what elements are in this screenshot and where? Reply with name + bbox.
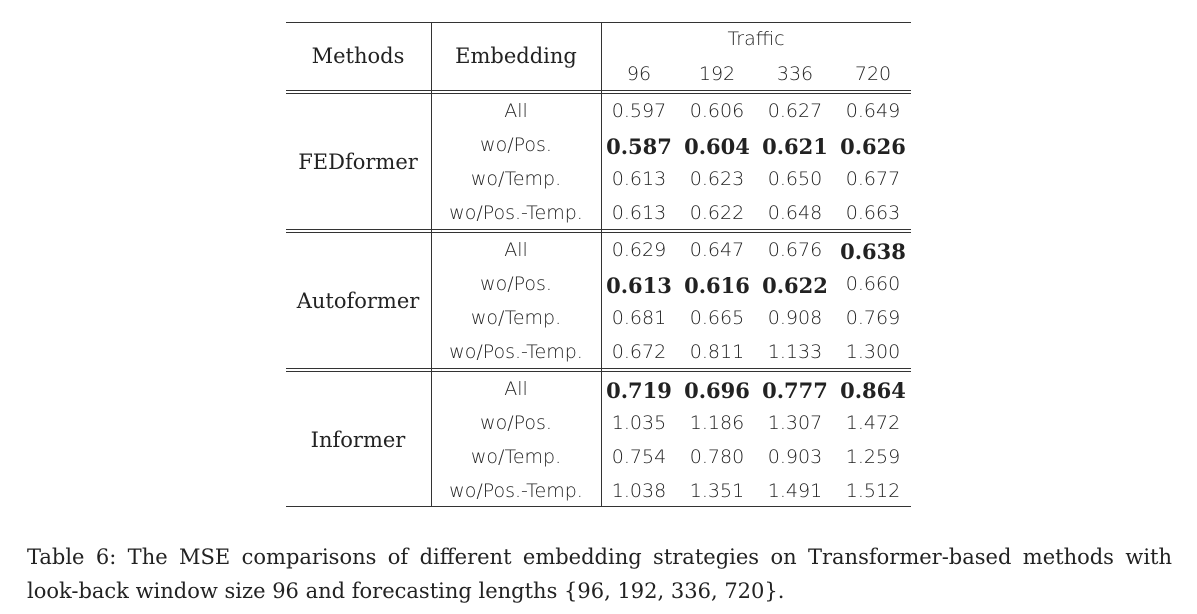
mse-value: 0.597	[611, 100, 667, 122]
mse-value: 0.622	[762, 273, 828, 298]
embedding-label: wo/Pos.-Temp.	[449, 480, 583, 502]
mse-value: 0.908	[767, 307, 823, 329]
mse-value: 0.660	[845, 273, 901, 295]
mse-value: 0.696	[684, 378, 750, 403]
mse-value: 0.623	[689, 168, 745, 190]
mse-value: 0.672	[611, 341, 667, 363]
mse-value: 1.472	[845, 412, 901, 434]
embedding-label: All	[504, 378, 528, 400]
mse-value: 0.649	[845, 100, 901, 122]
embedding-label: wo/Pos.	[480, 412, 552, 434]
mse-value: 0.604	[684, 134, 750, 159]
mse-value: 0.587	[606, 134, 672, 159]
mse-value: 0.613	[611, 202, 667, 224]
embedding-label: wo/Temp.	[470, 168, 562, 190]
mse-value: 0.650	[767, 168, 823, 190]
header-dataset: Traffic	[727, 28, 785, 50]
method-label: Informer	[310, 428, 406, 452]
embedding-label: wo/Pos.-Temp.	[449, 341, 583, 363]
mse-value: 0.622	[689, 202, 745, 224]
mse-value: 0.616	[684, 273, 750, 298]
mse-value: 0.864	[840, 378, 906, 403]
mse-value: 0.780	[689, 446, 745, 468]
method-label: FEDformer	[298, 150, 418, 174]
bottom-rule	[286, 506, 911, 507]
mse-value: 1.186	[689, 412, 745, 434]
mse-value: 1.351	[689, 480, 745, 502]
header-methods: Methods	[311, 44, 405, 68]
header-horizon: 96	[626, 63, 652, 85]
mse-value: 1.259	[845, 446, 901, 468]
mse-value: 0.754	[611, 446, 667, 468]
mse-value: 0.627	[767, 100, 823, 122]
embedding-label: wo/Pos.-Temp.	[449, 202, 583, 224]
group-separator-rule	[286, 368, 911, 369]
embedding-label: wo/Temp.	[470, 446, 562, 468]
header-horizon: 720	[854, 63, 892, 85]
embedding-label: All	[504, 239, 528, 261]
method-label: Autoformer	[296, 289, 420, 313]
mse-value: 0.903	[767, 446, 823, 468]
results-table: Methods Embedding Traffic 96 192 336 720 FEDfor…	[286, 22, 911, 507]
mse-value: 1.491	[767, 480, 823, 502]
table-caption: Table 6: The MSE comparisons of differen…	[27, 545, 1172, 603]
mse-value: 0.676	[767, 239, 823, 261]
group-separator-rule	[286, 371, 911, 372]
header-embedding: Embedding	[455, 44, 577, 68]
mse-value: 0.626	[840, 134, 906, 159]
mse-value: 0.719	[606, 378, 672, 403]
mse-value: 1.512	[845, 480, 901, 502]
mse-value: 0.777	[762, 378, 828, 403]
mse-value: 0.613	[611, 168, 667, 190]
embedding-label: wo/Temp.	[470, 307, 562, 329]
mse-value: 1.038	[611, 480, 667, 502]
mse-value: 1.307	[767, 412, 823, 434]
header-horizon: 336	[776, 63, 814, 85]
embedding-label: All	[504, 100, 528, 122]
mse-value: 0.648	[767, 202, 823, 224]
embedding-label: wo/Pos.	[480, 273, 552, 295]
group-separator-rule	[286, 232, 911, 233]
mse-value: 0.665	[689, 307, 745, 329]
column-divider	[601, 22, 602, 506]
top-rule	[286, 22, 911, 23]
mse-value: 0.606	[689, 100, 745, 122]
column-divider	[431, 22, 432, 506]
mse-value: 1.300	[845, 341, 901, 363]
mse-value: 0.677	[845, 168, 901, 190]
mse-value: 0.629	[611, 239, 667, 261]
mse-value: 0.647	[689, 239, 745, 261]
mse-value: 1.035	[611, 412, 667, 434]
mse-value: 0.638	[840, 239, 906, 264]
embedding-label: wo/Pos.	[480, 134, 552, 156]
mse-value: 0.663	[845, 202, 901, 224]
mse-value: 0.769	[845, 307, 901, 329]
group-separator-rule	[286, 229, 911, 230]
header-horizon: 192	[698, 63, 736, 85]
mse-value: 0.621	[762, 134, 828, 159]
group-separator-rule	[286, 93, 911, 94]
mse-value: 0.681	[611, 307, 667, 329]
mse-value: 1.133	[767, 341, 823, 363]
group-separator-rule	[286, 90, 911, 91]
mse-value: 0.613	[606, 273, 672, 298]
mse-value: 0.811	[689, 341, 745, 363]
